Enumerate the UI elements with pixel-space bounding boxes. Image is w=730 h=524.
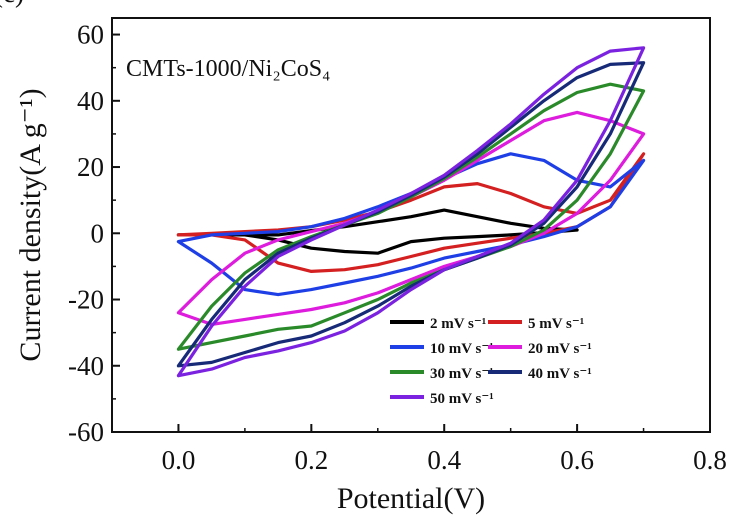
panel-label: (c) bbox=[0, 0, 24, 8]
x-tick-label: 0.8 bbox=[693, 445, 727, 475]
y-tick-label: 0 bbox=[91, 218, 105, 248]
y-tick-label: -20 bbox=[68, 285, 104, 315]
legend-label: 30 mV s⁻¹ bbox=[430, 366, 494, 382]
series-line-7 bbox=[176, 46, 646, 378]
legend: 2 mV s⁻¹ 5 mV s⁻¹ 10 mV s⁻¹ 20 mV s⁻¹ 30 mV … bbox=[390, 316, 592, 407]
series-line-4 bbox=[176, 110, 646, 326]
legend-label: 10 mV s⁻¹ bbox=[430, 341, 494, 357]
x-tick-label: 0.6 bbox=[560, 445, 594, 475]
legend-label: 20 mV s⁻¹ bbox=[528, 341, 592, 357]
legend-label: 50 mV s⁻¹ bbox=[430, 391, 494, 407]
x-axis: 0.0 0.2 0.4 0.6 0.8 bbox=[111, 424, 727, 475]
legend-label: 2 mV s⁻¹ bbox=[430, 316, 486, 332]
y-axis: -60 -40 -20 0 20 40 60 bbox=[68, 20, 120, 447]
y-tick-label: -60 bbox=[68, 417, 104, 447]
x-tick-label: 0.4 bbox=[427, 445, 461, 475]
y-tick-label: 60 bbox=[77, 20, 104, 50]
plot-area bbox=[176, 46, 646, 378]
y-tick-label: 40 bbox=[77, 86, 104, 116]
y-tick-label: -40 bbox=[68, 351, 104, 381]
sample-annotation: CMTs-1000/Ni₂CoS₄ bbox=[126, 56, 330, 82]
y-axis-title: Current density(A g⁻¹) bbox=[14, 88, 47, 361]
y-tick-label: 20 bbox=[77, 152, 104, 182]
series-line-2 bbox=[176, 152, 646, 273]
x-tick-label: 0.0 bbox=[162, 445, 196, 475]
series-line-3 bbox=[176, 152, 646, 297]
x-axis-title: Potential(V) bbox=[337, 482, 485, 515]
legend-label: 5 mV s⁻¹ bbox=[528, 316, 584, 332]
plot-frame bbox=[111, 17, 711, 433]
legend-label: 40 mV s⁻¹ bbox=[528, 366, 592, 382]
x-tick-label: 0.2 bbox=[294, 445, 328, 475]
